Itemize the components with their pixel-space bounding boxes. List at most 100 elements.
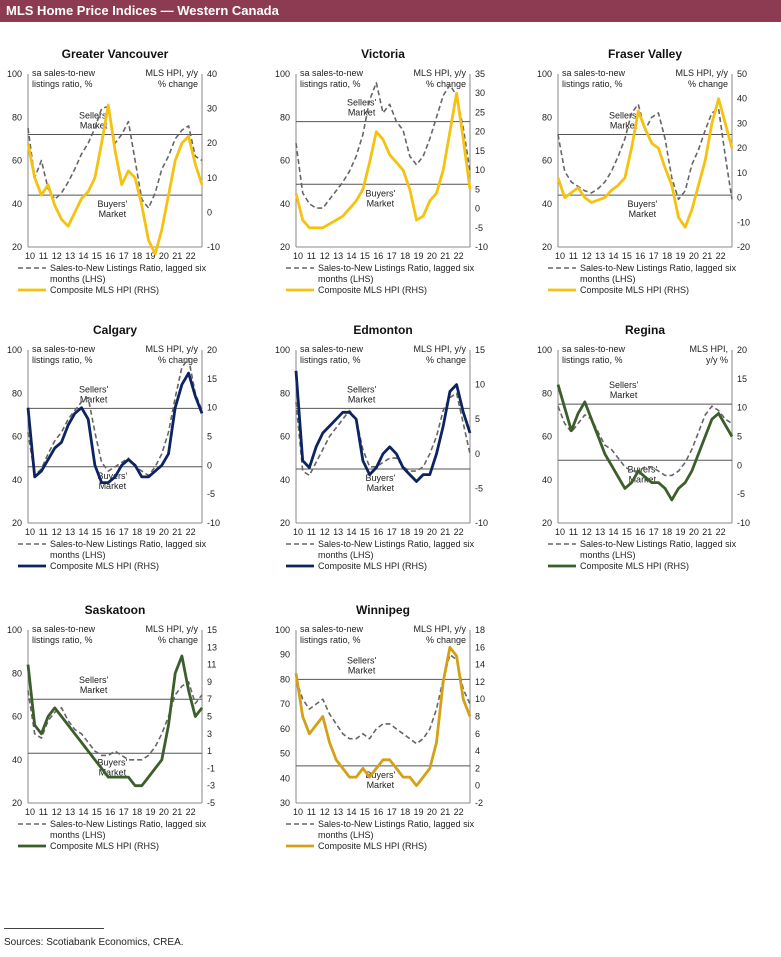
buyers-market-label: Buyers'	[365, 188, 395, 198]
y-tick-label-left: 40	[280, 773, 290, 783]
y-tick-label-right: -10	[737, 518, 750, 528]
x-tick-label: 13	[595, 251, 605, 261]
y-tick-label-right: -10	[737, 217, 750, 227]
x-tick-label: 10	[25, 251, 35, 261]
header-title: MLS Home Price Indices — Western Canada	[6, 3, 279, 18]
y-tick-label-right: 30	[737, 118, 747, 128]
y-tick-label-right: 8	[475, 712, 480, 722]
x-tick-label: 14	[79, 807, 89, 817]
y-tick-label-left: 40	[280, 475, 290, 485]
y-tick-label-left: 40	[280, 199, 290, 209]
y-tick-label-right: 10	[207, 173, 217, 183]
x-tick-label: 10	[293, 527, 303, 537]
x-tick-label: 18	[662, 251, 672, 261]
x-tick-label: 18	[132, 251, 142, 261]
sellers-market-label: Market	[348, 394, 376, 404]
y-tick-label-left: 60	[12, 156, 22, 166]
x-tick-label: 22	[186, 251, 196, 261]
right-axis-label: MLS HPI, y/y	[675, 68, 728, 78]
y-tick-label-right: 35	[475, 69, 485, 79]
y-tick-label-left: 50	[280, 749, 290, 759]
legend-label-composite-mls-hpi: Composite MLS HPI (RHS)	[580, 285, 689, 295]
y-tick-label-right: 0	[475, 204, 480, 214]
y-tick-label-left: 100	[7, 69, 22, 79]
x-tick-label: 20	[427, 527, 437, 537]
x-tick-label: 19	[413, 527, 423, 537]
x-tick-label: 12	[52, 251, 62, 261]
x-tick-label: 22	[186, 527, 196, 537]
y-tick-label-left: 80	[12, 112, 22, 122]
y-tick-label-right: -10	[207, 518, 220, 528]
y-tick-label-right: 15	[475, 146, 485, 156]
sellers-market-label: Market	[348, 665, 376, 675]
left-axis-label: sa sales-to-new	[32, 344, 96, 354]
x-tick-label: 11	[569, 251, 578, 261]
chart-title: Calgary	[93, 323, 137, 337]
sellers-market-label: Sellers'	[609, 380, 639, 390]
chart-panel-calgary: Calgary 20 40 60 80 100 -10 -5 0 5 10 15 20 10 11 12 13 1…	[0, 318, 245, 583]
y-tick-label-right: 20	[475, 127, 485, 137]
y-tick-label-right: -5	[207, 798, 215, 808]
buyers-market-label: Market	[367, 198, 395, 208]
legend-label-composite-mls-hpi: Composite MLS HPI (RHS)	[580, 561, 689, 571]
x-tick-label: 11	[569, 527, 578, 537]
x-tick-label: 17	[649, 527, 659, 537]
x-tick-label: 17	[387, 251, 397, 261]
series-line-composite-mls-hpi	[26, 103, 204, 256]
x-tick-label: 20	[159, 807, 169, 817]
series-line-sales-to-new-listings	[295, 653, 471, 745]
left-axis-label: listings ratio, %	[32, 355, 93, 365]
chart-panel-greater-vancouver: Greater Vancouver 20 40 60 80 100 -10 0 10 20 30 40…	[0, 42, 245, 307]
y-tick-label-right: 1	[207, 746, 212, 756]
chart-svg-fraser-valley: Fraser Valley20406080100-20-100102030405…	[537, 47, 750, 295]
legend-label-sales-to-new-listings: Sales-to-New Listings Ratio, lagged six	[318, 819, 475, 829]
series-line-sales-to-new-listings	[27, 357, 203, 477]
y-tick-label-right: 10	[207, 403, 217, 413]
y-tick-label-left: 100	[275, 345, 290, 355]
sellers-market-label: Market	[610, 121, 638, 131]
sellers-market-label: Sellers'	[347, 98, 377, 108]
sellers-market-label: Sellers'	[609, 111, 639, 121]
left-axis-label: listings ratio, %	[32, 635, 93, 645]
y-tick-label-right: 10	[475, 165, 485, 175]
sellers-market-label: Market	[348, 108, 376, 118]
x-tick-label: 16	[105, 807, 115, 817]
y-tick-label-left: 100	[537, 69, 552, 79]
x-tick-label: 19	[675, 251, 685, 261]
y-tick-label-left: 20	[542, 242, 552, 252]
legend-label-sales-to-new-listings: Sales-to-New Listings Ratio, lagged six	[50, 819, 207, 829]
series-line-sales-to-new-listings	[295, 392, 471, 477]
y-tick-label-left: 40	[542, 199, 552, 209]
y-tick-label-right: 20	[737, 143, 747, 153]
left-axis-label: listings ratio, %	[562, 79, 623, 89]
x-tick-label: 17	[119, 527, 129, 537]
x-tick-label: 16	[635, 527, 645, 537]
legend-label-composite-mls-hpi: Composite MLS HPI (RHS)	[50, 841, 159, 851]
x-tick-label: 14	[347, 251, 357, 261]
buyers-market-label: Market	[629, 209, 657, 219]
legend-label-sales-to-new-listings: Sales-to-New Listings Ratio, lagged six	[318, 539, 475, 549]
y-tick-label-left: 40	[12, 475, 22, 485]
y-tick-label-right: 0	[207, 460, 212, 470]
x-tick-label: 11	[307, 807, 316, 817]
y-tick-label-left: 60	[280, 724, 290, 734]
buyers-market-label: Buyers'	[627, 199, 657, 209]
series-line-composite-mls-hpi	[294, 370, 472, 483]
x-tick-label: 12	[52, 527, 62, 537]
chart-panel-regina: Regina 20 40 60 80 100 -10 -5 0 5 10 15 20 10 11 12 13 14…	[530, 318, 775, 583]
chart-title: Winnipeg	[356, 603, 410, 617]
sellers-market-label: Sellers'	[79, 111, 109, 121]
x-tick-label: 19	[675, 527, 685, 537]
x-tick-label: 13	[595, 527, 605, 537]
y-tick-label-right: 6	[475, 729, 480, 739]
right-axis-label: MLS HPI,	[689, 344, 728, 354]
series-line-composite-mls-hpi	[556, 97, 734, 229]
x-tick-label: 22	[454, 251, 464, 261]
legend-label-sales-to-new-listings: Sales-to-New Listings Ratio, lagged six	[580, 539, 737, 549]
x-tick-label: 15	[360, 527, 370, 537]
right-axis-label: MLS HPI, y/y	[145, 68, 198, 78]
y-tick-label-left: 60	[542, 156, 552, 166]
y-tick-label-right: 15	[207, 374, 217, 384]
x-tick-label: 14	[609, 527, 619, 537]
